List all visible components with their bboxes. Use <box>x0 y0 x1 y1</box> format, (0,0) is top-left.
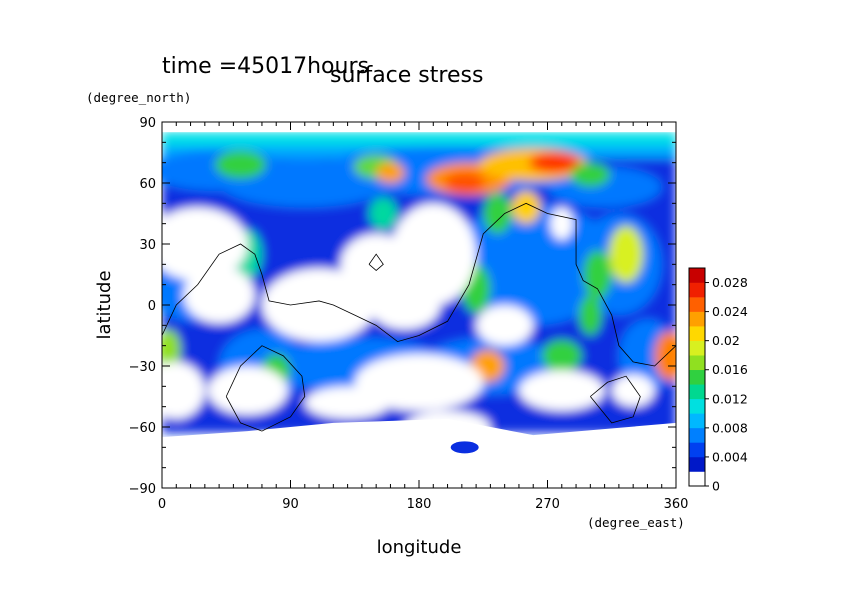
y-tick-label: 60 <box>139 177 156 192</box>
field-high-blob <box>578 294 602 336</box>
colorbar-segment <box>689 311 705 327</box>
colorbar-tick-label: 0.016 <box>712 362 748 377</box>
y-tick-label: 0 <box>148 299 156 314</box>
field-zero-zone <box>550 207 574 240</box>
field-zero-zone <box>476 305 534 346</box>
colorbar-tick-label: 0 <box>712 479 720 494</box>
x-tick-label: 180 <box>407 497 432 512</box>
colorbar-segment <box>689 355 705 371</box>
colorbar-segment <box>689 340 705 356</box>
y-ticks: 90 60 30 0 −30 −60 −90 <box>129 116 676 497</box>
colorbar-segment <box>689 471 705 487</box>
field-blank-south <box>162 418 676 488</box>
field-polar-band <box>162 132 676 147</box>
colorbar-segment <box>689 413 705 429</box>
field-high-blob <box>369 197 398 230</box>
field-zero-zone <box>304 386 391 419</box>
colorbar-tick-label: 0.008 <box>712 420 748 435</box>
field-zero-zone <box>162 207 248 281</box>
field-zero-zone <box>518 370 605 411</box>
field-high-blob <box>444 172 485 194</box>
colorbar-segment <box>689 297 705 312</box>
field-zero-zone <box>162 361 205 419</box>
colorbar-segment <box>689 268 705 283</box>
y-tick-label: 30 <box>139 238 156 253</box>
field-zero-zone <box>207 366 288 415</box>
x-tick-label: 90 <box>282 497 299 512</box>
colorbar-tick-label: 0.004 <box>712 449 748 464</box>
colorbar-segment <box>689 369 705 385</box>
field-high-blob <box>654 331 676 381</box>
colorbar-tick-label: 0.02 <box>712 333 740 348</box>
field-zero-zone <box>183 266 255 324</box>
coastline-segment <box>162 202 676 367</box>
y-tick-label: −90 <box>129 482 156 497</box>
y-tick-label: −60 <box>129 421 156 436</box>
colorbar-segment <box>689 442 705 458</box>
x-tick-label: 0 <box>158 497 166 512</box>
y-axis-label: latitude <box>94 270 115 339</box>
field-zero-zone <box>390 203 477 305</box>
x-tick-label: 360 <box>664 497 689 512</box>
field-high-blob <box>511 191 541 224</box>
field-high-blob <box>528 152 581 173</box>
coastline <box>162 202 676 432</box>
stress-field-layer <box>162 132 676 444</box>
colorbar-segment <box>689 398 705 414</box>
coastline-segment <box>590 375 641 424</box>
field-high-blob <box>608 225 644 283</box>
colorbar-segment <box>689 326 705 341</box>
coastline-segment <box>368 253 384 271</box>
colorbar-segment <box>689 384 705 400</box>
x-unit-label: (degree_east) <box>587 515 685 530</box>
colorbar-segment <box>689 456 705 472</box>
stress-field <box>162 122 676 488</box>
field-south-patch <box>450 441 479 454</box>
y-tick-label: −30 <box>129 360 156 375</box>
field-high-blob <box>583 250 612 299</box>
field-high-blob <box>162 329 181 371</box>
y-tick-label: 90 <box>139 116 156 131</box>
field-high-blob <box>541 339 582 373</box>
coastline-segment <box>225 345 306 432</box>
colorbar-frame <box>688 267 706 487</box>
x-axis-label: longitude <box>377 537 462 558</box>
x-tick-label: 270 <box>535 497 560 512</box>
field-high-blob <box>376 162 405 183</box>
colorbar-tick-label: 0.012 <box>712 391 748 406</box>
field-high-blob <box>570 162 611 188</box>
x-ticks: 0 90 180 270 360 <box>158 122 689 512</box>
y-unit-label: (degree_north) <box>86 90 191 105</box>
colorbar-segment <box>689 282 705 298</box>
colorbar-segment <box>689 427 705 443</box>
field-high-blob <box>214 150 267 179</box>
colorbar-tick-label: 0.024 <box>712 304 748 319</box>
colorbar: 0.028 0.024 0.02 0.016 0.012 0.008 0.004 0 <box>688 267 748 494</box>
colorbar-tick-label: 0.028 <box>712 275 748 290</box>
time-label: time =45017hours <box>162 54 369 79</box>
field-zero-zone <box>611 374 655 407</box>
field-zero-zone <box>369 280 441 330</box>
field-high-blob <box>483 193 512 234</box>
chart-title: surface stress <box>330 63 483 88</box>
field-zero-zone <box>261 268 377 342</box>
